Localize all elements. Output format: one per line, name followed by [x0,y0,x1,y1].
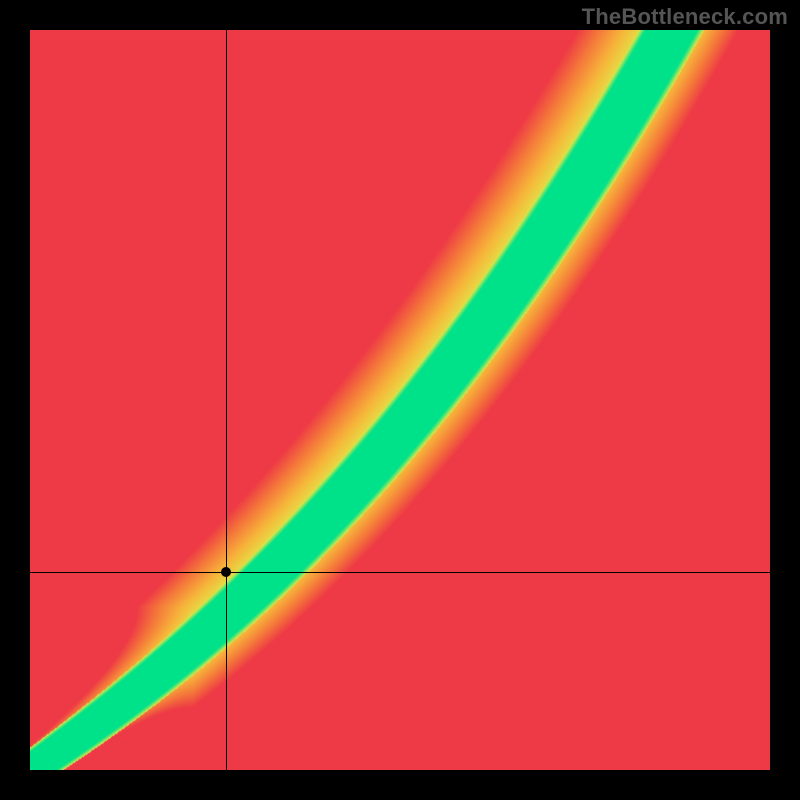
heatmap-plot [30,30,770,770]
crosshair-horizontal [30,572,770,573]
watermark-text: TheBottleneck.com [582,4,788,30]
crosshair-vertical [226,30,227,770]
data-point [221,567,231,577]
chart-frame: TheBottleneck.com [0,0,800,800]
heatmap-canvas [30,30,770,770]
